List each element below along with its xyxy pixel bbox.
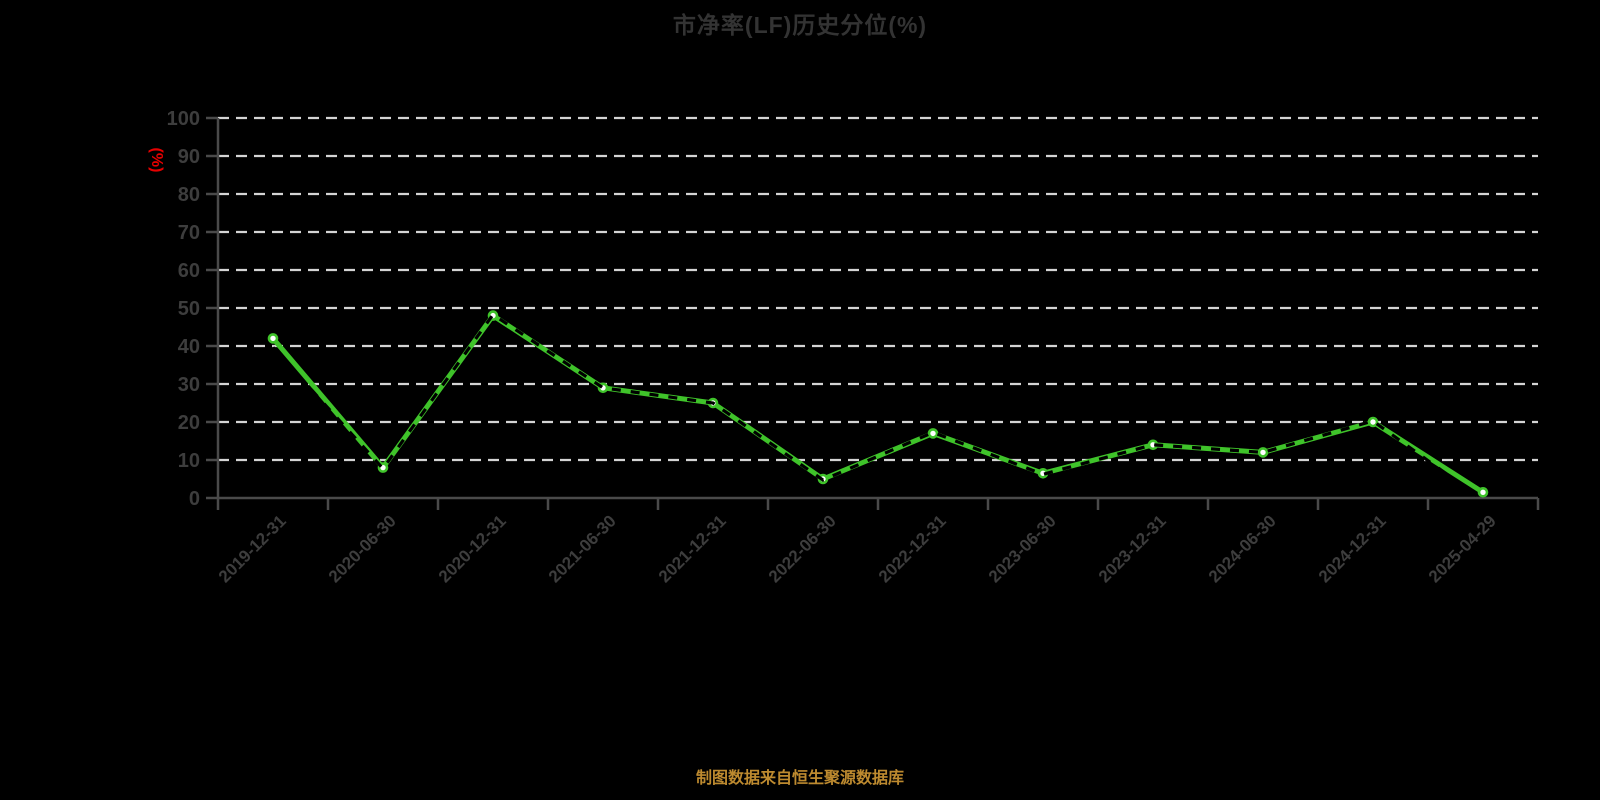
y-tick-label: 0 <box>189 488 200 510</box>
x-tick-label: 2025-04-29 <box>1425 511 1500 586</box>
y-tick-label: 60 <box>178 260 200 282</box>
x-tick-label: 2020-06-30 <box>325 511 400 586</box>
y-tick-label: 20 <box>178 412 200 434</box>
series-dash-overlay <box>271 312 1484 502</box>
y-tick-label: 80 <box>178 184 200 206</box>
y-axis-unit-label: (%) <box>148 148 165 173</box>
x-tick-label: 2019-12-31 <box>215 511 290 586</box>
x-tick-label: 2024-12-31 <box>1315 511 1390 586</box>
data-source-note: 制图数据来自恒生聚源数据库 <box>695 770 904 787</box>
x-tick-label: 2021-12-31 <box>655 511 730 586</box>
y-tick-label: 10 <box>178 450 200 472</box>
data-point-marker <box>927 428 939 439</box>
x-tick-label: 2024-06-30 <box>1205 511 1280 586</box>
y-tick-label: 70 <box>178 222 200 244</box>
y-tick-label: 40 <box>178 336 200 358</box>
chart-title: 市净率(LF)历史分位(%) <box>672 12 928 38</box>
x-tick-label: 2022-06-30 <box>765 511 840 586</box>
data-point-marker <box>267 333 279 344</box>
x-tick-label: 2020-12-31 <box>435 511 510 586</box>
y-tick-label: 100 <box>167 108 200 130</box>
data-point-marker <box>1477 486 1489 498</box>
y-tick-label: 30 <box>178 374 200 396</box>
x-tick-label: 2021-06-30 <box>545 511 620 586</box>
data-point-marker <box>1367 416 1379 428</box>
x-tick-label: 2022-12-31 <box>875 511 950 586</box>
x-tick-label: 2023-06-30 <box>985 511 1060 586</box>
y-tick-label: 90 <box>178 146 200 168</box>
data-point-marker <box>1257 447 1269 458</box>
series-line <box>270 313 1486 495</box>
y-tick-label: 50 <box>178 298 200 320</box>
x-tick-label: 2023-12-31 <box>1095 511 1170 586</box>
